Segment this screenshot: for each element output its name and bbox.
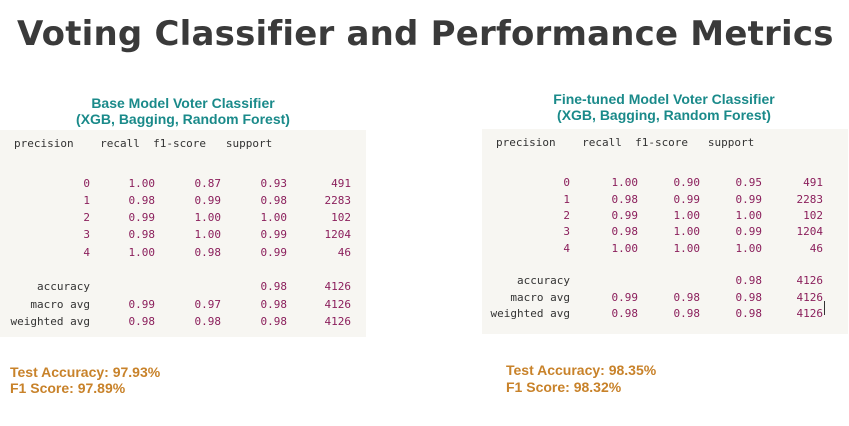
finetuned-model-subtitle: (XGB, Bagging, Random Forest) [557,107,771,123]
cell-precision: 0.99 [611,209,639,222]
cell-support: 4126 [796,274,824,287]
cell-f1: 0.98 [260,280,288,293]
summary-label: macro avg [30,298,90,311]
finetuned-model-title: Fine-tuned Model Voter Classifier [553,91,775,107]
cell-precision: 0.98 [611,193,639,206]
class-label: 1 [563,193,570,206]
class-label: 3 [83,228,90,241]
report-header: precision recall f1-score support [496,136,755,149]
finetuned-model-classification-report: precision recall f1-score support 0 1.00 0.… [482,129,848,334]
cell-precision: 0.99 [128,298,156,311]
cell-precision: 1.00 [128,177,156,190]
cell-f1: 1.00 [735,242,763,255]
cell-recall: 0.97 [194,298,222,311]
class-label: 1 [83,194,90,207]
base-model-heading: Base Model Voter Classifier (XGB, Baggin… [58,95,308,127]
cell-support: 491 [331,177,351,190]
cell-recall: 0.98 [673,307,701,320]
cell-recall: 0.98 [194,315,222,328]
cell-support: 491 [803,176,823,189]
class-label: 4 [83,246,90,259]
cell-f1: 0.98 [735,274,763,287]
cell-f1: 0.93 [260,177,288,190]
page-title: Voting Classifier and Performance Metric… [17,14,834,54]
class-label: 3 [563,225,570,238]
cell-support: 2283 [324,194,352,207]
cell-support: 4126 [796,291,824,304]
cell-support: 4126 [324,298,352,311]
finetuned-f1-score: F1 Score: 98.32% [506,379,622,395]
cell-f1: 0.99 [260,246,288,259]
cell-precision: 0.98 [128,194,156,207]
cell-f1: 0.98 [260,194,288,207]
cell-recall: 0.87 [194,177,222,190]
cell-recall: 0.90 [673,176,701,189]
finetuned-test-accuracy: Test Accuracy: 98.35% [506,362,657,378]
cell-support: 46 [337,246,351,259]
cell-support: 4126 [324,315,352,328]
base-model-subtitle: (XGB, Bagging, Random Forest) [76,111,290,127]
cell-f1: 0.99 [260,228,288,241]
cell-precision: 1.00 [128,246,156,259]
cell-precision: 0.98 [611,307,639,320]
cell-precision: 0.98 [128,315,156,328]
cell-f1: 0.99 [735,225,763,238]
class-label: 4 [563,242,570,255]
cell-f1: 0.98 [735,307,763,320]
summary-label: accuracy [517,274,570,287]
cell-support: 102 [331,211,351,224]
cell-recall: 1.00 [673,242,701,255]
cell-recall: 0.99 [194,194,222,207]
cell-f1: 0.98 [735,291,763,304]
cell-f1: 0.99 [735,193,763,206]
cell-recall: 1.00 [194,211,222,224]
cell-support: 4126 [324,280,352,293]
cell-support: 1204 [324,228,352,241]
class-label: 2 [563,209,570,222]
cell-support: 4126 [796,307,824,320]
cell-f1: 0.95 [735,176,763,189]
finetuned-model-heading: Fine-tuned Model Voter Classifier (XGB, … [534,91,794,123]
summary-label: accuracy [37,280,90,293]
cell-precision: 1.00 [611,242,639,255]
cell-support: 102 [803,209,823,222]
class-label: 0 [563,176,570,189]
summary-label: macro avg [510,291,570,304]
base-f1-score: F1 Score: 97.89% [10,380,126,396]
class-label: 0 [83,177,90,190]
cell-f1: 0.98 [260,315,288,328]
base-model-classification-report: precision recall f1-score support 0 1.00 0.… [0,130,366,337]
cell-precision: 0.98 [611,225,639,238]
summary-label: weighted avg [490,307,570,320]
cell-recall: 0.98 [673,291,701,304]
summary-label: weighted avg [10,315,90,328]
base-test-accuracy: Test Accuracy: 97.93% [10,364,161,380]
cell-f1: 0.98 [260,298,288,311]
cell-precision: 0.98 [128,228,156,241]
cell-f1: 1.00 [260,211,288,224]
base-model-title: Base Model Voter Classifier [91,95,275,111]
cell-support: 46 [809,242,823,255]
cell-support: 1204 [796,225,824,238]
report-header: precision recall f1-score support [14,137,273,150]
cell-recall: 1.00 [673,225,701,238]
cell-recall: 1.00 [194,228,222,241]
class-label: 2 [83,211,90,224]
cell-precision: 1.00 [611,176,639,189]
cell-precision: 0.99 [128,211,156,224]
text-cursor [824,301,825,315]
cell-f1: 1.00 [735,209,763,222]
cell-recall: 0.98 [194,246,222,259]
cell-precision: 0.99 [611,291,639,304]
cell-recall: 0.99 [673,193,701,206]
cell-recall: 1.00 [673,209,701,222]
cell-support: 2283 [796,193,824,206]
